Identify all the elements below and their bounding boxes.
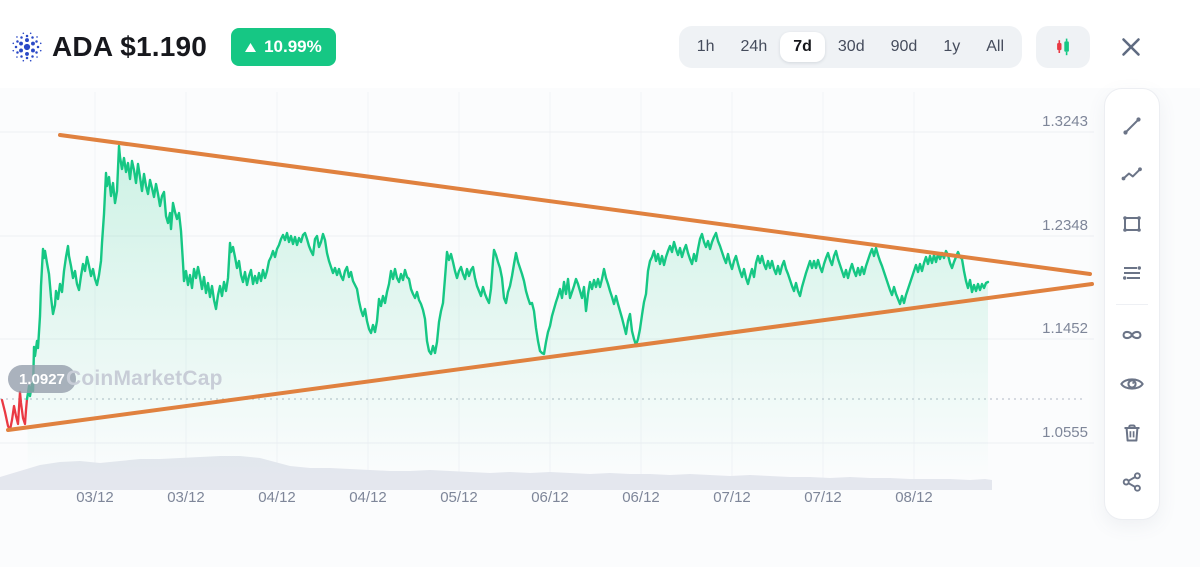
share-icon <box>1122 472 1141 493</box>
x-axis-label: 04/12 <box>349 489 387 506</box>
price-line <box>25 144 990 401</box>
x-axis-label: 07/12 <box>713 489 751 506</box>
coinmarketcap-watermark: CoinMarketCap <box>66 367 223 390</box>
close-button[interactable] <box>1116 32 1146 62</box>
close-icon <box>1122 38 1140 56</box>
range-button-7d[interactable]: 7d <box>780 32 825 62</box>
price-line-red-segment <box>0 390 29 432</box>
y-axis-label: 1.3243 <box>1042 113 1088 130</box>
polyline-tool-button[interactable] <box>1112 155 1152 194</box>
range-button-30d[interactable]: 30d <box>825 32 878 62</box>
delete-tool-button[interactable] <box>1112 414 1152 453</box>
polyline-icon <box>1121 167 1142 181</box>
x-axis-label: 03/12 <box>167 489 205 506</box>
trend-line-tool-button[interactable] <box>1112 106 1152 145</box>
x-axis-label: 07/12 <box>804 489 842 506</box>
coin-price: $1.190 <box>120 31 208 62</box>
candlestick-icon <box>1057 38 1069 56</box>
drawing-tools-panel <box>1104 88 1160 520</box>
y-axis-label: 1.0555 <box>1042 424 1088 441</box>
trendline-lower <box>6 282 1094 432</box>
range-button-all[interactable]: All <box>973 32 1017 62</box>
price-change-value: 10.99% <box>264 37 322 56</box>
rectangle-tool-button[interactable] <box>1112 204 1152 243</box>
x-axis-label: 05/12 <box>440 489 478 506</box>
arrow-up-icon <box>245 42 257 52</box>
parallel-lines-tool-button[interactable] <box>1112 253 1152 292</box>
cardano-logo <box>10 30 44 64</box>
range-button-24h[interactable]: 24h <box>728 32 781 62</box>
x-axis-label: 06/12 <box>531 489 569 506</box>
header: ADA $1.190 10.99% 1h 24h 7d 30d 90d 1y A… <box>0 0 1200 88</box>
rectangle-icon <box>1123 216 1141 232</box>
x-axis-label: 08/12 <box>895 489 933 506</box>
range-button-1y[interactable]: 1y <box>930 32 973 62</box>
visibility-tool-button[interactable] <box>1112 365 1152 404</box>
share-tool-button[interactable] <box>1112 463 1152 502</box>
open-price-watermark-pill: 1.0927 <box>8 365 76 393</box>
y-axis-label: 1.1452 <box>1042 320 1088 337</box>
price-change-badge: 10.99% <box>231 28 336 66</box>
x-axis-label: 06/12 <box>622 489 660 506</box>
y-axis-label: 1.2348 <box>1042 217 1088 234</box>
loop-tool-button[interactable] <box>1112 315 1152 354</box>
trendline-upper <box>58 133 1092 276</box>
infinity-loop-icon <box>1122 330 1142 340</box>
trend-line-icon <box>1123 116 1141 135</box>
eye-icon <box>1120 378 1144 390</box>
range-button-1h[interactable]: 1h <box>684 32 728 62</box>
trash-icon <box>1124 424 1140 442</box>
parallel-lines-icon <box>1123 266 1141 280</box>
x-axis-label: 03/12 <box>76 489 114 506</box>
x-axis-label: 04/12 <box>258 489 296 506</box>
tools-divider <box>1116 303 1148 305</box>
range-button-90d[interactable]: 90d <box>878 32 931 62</box>
chart-type-toggle-button[interactable] <box>1036 26 1090 68</box>
time-range-selector: 1h 24h 7d 30d 90d 1y All <box>678 26 1022 68</box>
page-title: ADA $1.190 <box>52 31 207 63</box>
coin-symbol: ADA <box>52 31 113 62</box>
